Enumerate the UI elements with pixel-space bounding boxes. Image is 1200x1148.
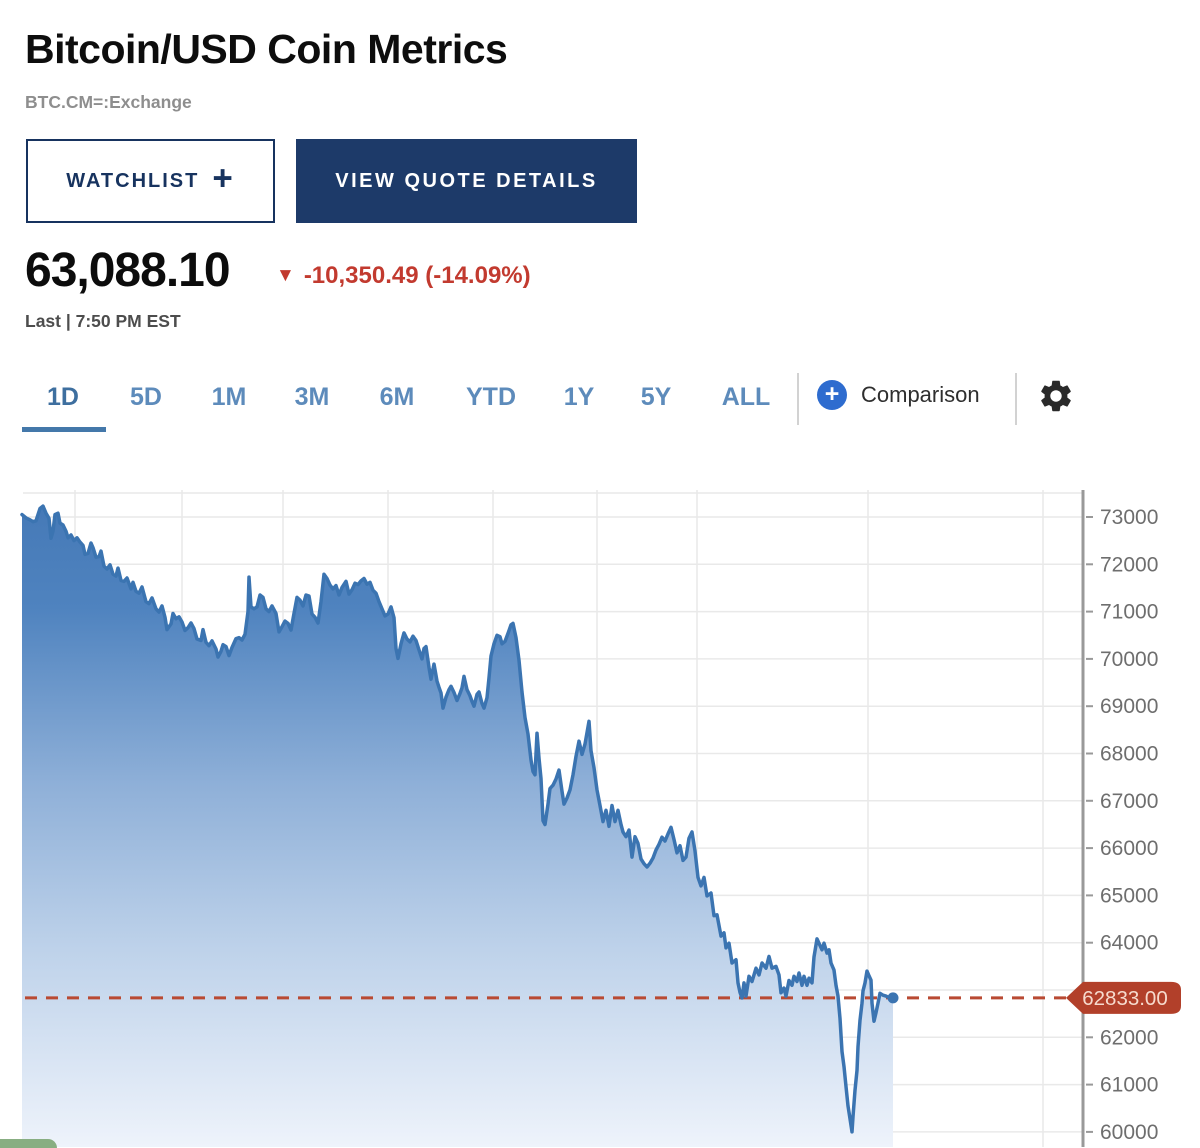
down-arrow-icon: ▼ <box>276 265 295 286</box>
svg-text:66000: 66000 <box>1100 837 1158 860</box>
svg-text:62000: 62000 <box>1100 1026 1158 1049</box>
last-price: 63,088.10 <box>25 244 231 297</box>
svg-text:68000: 68000 <box>1100 743 1158 766</box>
tab-all[interactable]: ALL <box>721 383 771 411</box>
plus-icon: + <box>212 158 235 198</box>
svg-text:69000: 69000 <box>1100 695 1158 718</box>
last-timestamp: Last | 7:50 PM EST <box>25 311 181 331</box>
svg-text:61000: 61000 <box>1100 1074 1158 1097</box>
bottom-left-partial-element <box>0 1139 57 1148</box>
tab-6m[interactable]: 6M <box>379 383 415 411</box>
svg-text:73000: 73000 <box>1100 506 1158 529</box>
gear-glyph <box>1041 380 1071 412</box>
plus-circle-icon: + <box>817 380 847 410</box>
tab-1d[interactable]: 1D <box>47 383 79 411</box>
symbol-subtitle: BTC.CM=:Exchange <box>25 92 192 112</box>
svg-text:67000: 67000 <box>1100 790 1158 813</box>
tab-1m[interactable]: 1M <box>211 383 247 411</box>
svg-text:62833.00: 62833.00 <box>1082 987 1168 1010</box>
svg-text:72000: 72000 <box>1100 553 1158 576</box>
price-change-text: -10,350.49 (-14.09%) <box>303 262 531 289</box>
watchlist-button-label: WATCHLIST <box>66 169 200 192</box>
view-quote-details-button[interactable]: VIEW QUOTE DETAILS <box>296 139 637 223</box>
view-quote-details-label: VIEW QUOTE DETAILS <box>335 169 598 192</box>
toolbar-divider <box>797 373 799 425</box>
comparison-button[interactable]: + Comparison <box>817 380 980 410</box>
svg-text:70000: 70000 <box>1100 648 1158 671</box>
tab-1y[interactable]: 1Y <box>563 383 595 411</box>
toolbar-divider <box>1015 373 1017 425</box>
price-change: ▼ -10,350.49 (-14.09%) <box>276 262 531 290</box>
svg-text:65000: 65000 <box>1100 884 1158 907</box>
tab-ytd[interactable]: YTD <box>466 383 516 411</box>
page-title: Bitcoin/USD Coin Metrics <box>25 26 508 72</box>
tab-5y[interactable]: 5Y <box>640 383 672 411</box>
comparison-label: Comparison <box>861 382 980 407</box>
tab-5d[interactable]: 5D <box>130 383 162 411</box>
svg-text:71000: 71000 <box>1100 601 1158 624</box>
active-tab-underline <box>22 427 106 432</box>
svg-text:64000: 64000 <box>1100 932 1158 955</box>
tab-3m[interactable]: 3M <box>294 383 330 411</box>
settings-gear-icon[interactable] <box>1037 377 1075 415</box>
svg-text:60000: 60000 <box>1100 1121 1158 1144</box>
watchlist-button[interactable]: WATCHLIST + <box>26 139 275 223</box>
